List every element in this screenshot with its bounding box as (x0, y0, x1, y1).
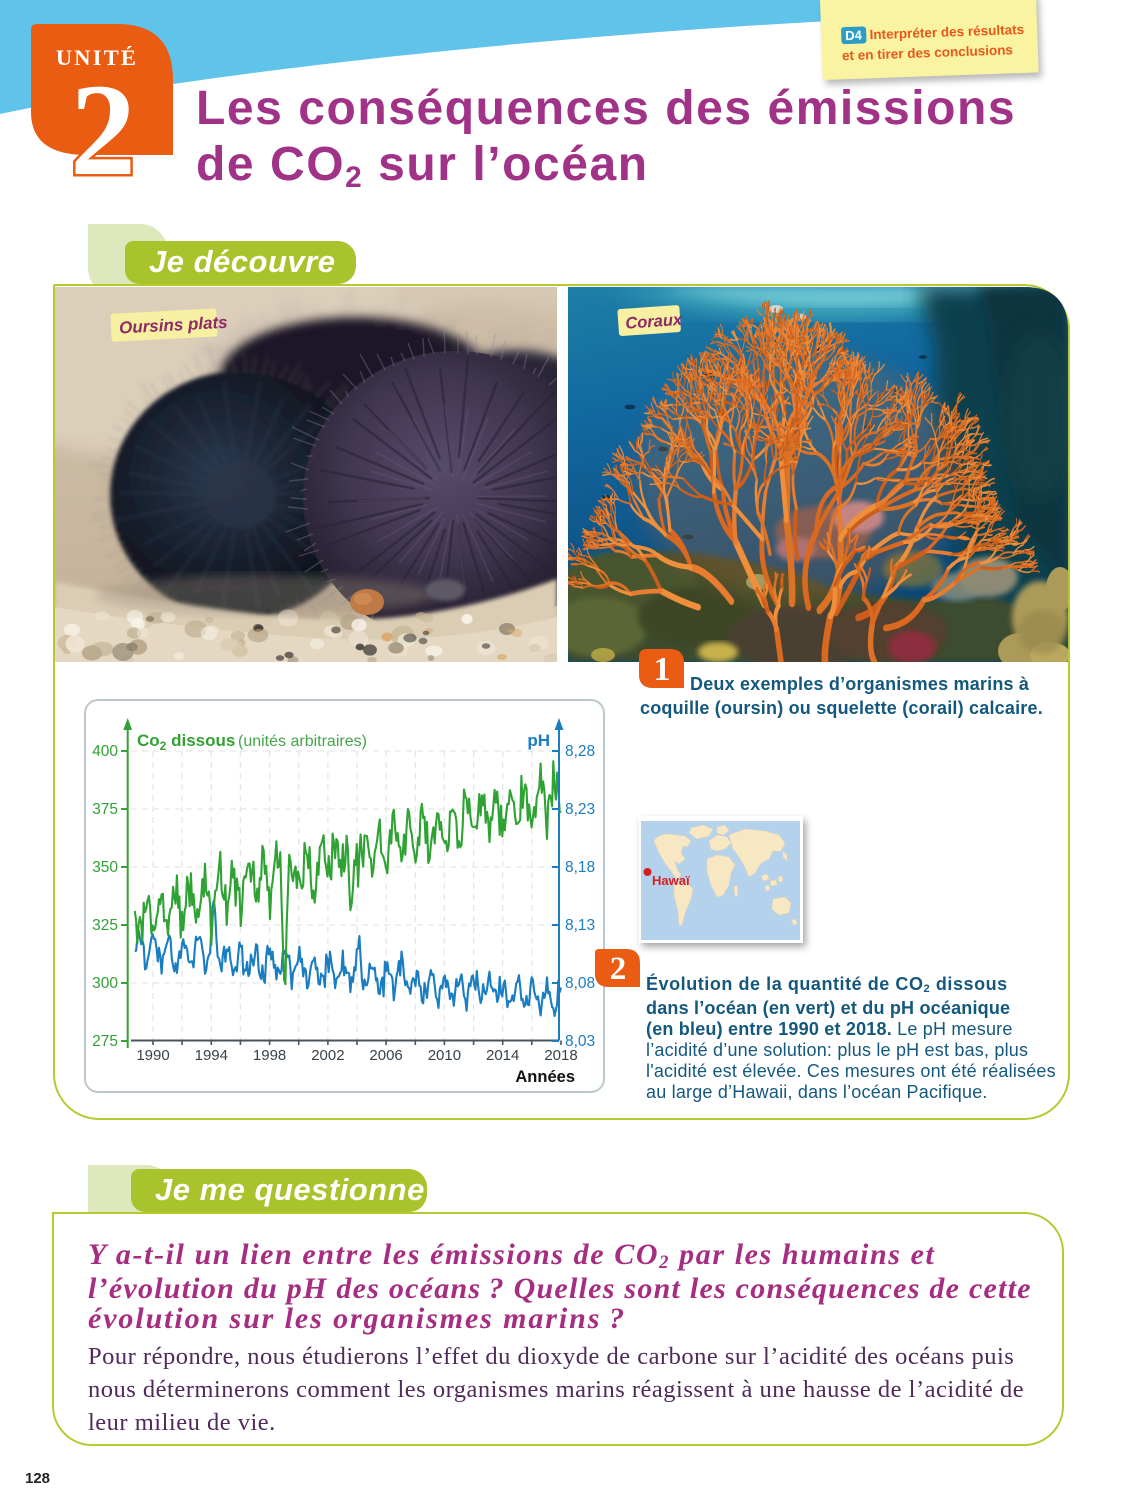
svg-text:pH: pH (527, 731, 550, 750)
svg-text:UNITÉ: UNITÉ (56, 45, 138, 70)
svg-text:325: 325 (92, 917, 118, 934)
svg-text:2: 2 (70, 56, 136, 184)
svg-text:8,28: 8,28 (565, 743, 595, 760)
svg-text:400: 400 (92, 743, 118, 760)
svg-text:8,03: 8,03 (565, 1033, 595, 1050)
svg-text:(unités arbitraires): (unités arbitraires) (238, 733, 367, 750)
svg-text:Années: Années (515, 1068, 575, 1086)
svg-text:Co2 dissous: Co2 dissous (137, 731, 235, 753)
svg-text:2: 2 (610, 951, 627, 987)
svg-text:2006: 2006 (369, 1047, 402, 1064)
svg-text:350: 350 (92, 859, 118, 876)
svg-text:Coraux: Coraux (625, 311, 684, 333)
svg-text:1994: 1994 (195, 1047, 228, 1064)
svg-text:2018: 2018 (544, 1047, 577, 1064)
svg-text:8,13: 8,13 (565, 917, 595, 934)
svg-text:Hawaï: Hawaï (652, 873, 690, 888)
svg-text:8,08: 8,08 (565, 975, 595, 992)
svg-text:8,18: 8,18 (565, 859, 595, 876)
svg-text:300: 300 (92, 975, 118, 992)
svg-text:2014: 2014 (486, 1047, 519, 1064)
svg-text:2010: 2010 (428, 1047, 461, 1064)
svg-text:275: 275 (92, 1033, 118, 1050)
svg-text:1998: 1998 (253, 1047, 286, 1064)
svg-text:1: 1 (654, 651, 671, 688)
svg-text:2002: 2002 (311, 1047, 344, 1064)
svg-text:375: 375 (92, 801, 118, 818)
svg-text:8,23: 8,23 (565, 801, 595, 818)
svg-text:1990: 1990 (136, 1047, 169, 1064)
